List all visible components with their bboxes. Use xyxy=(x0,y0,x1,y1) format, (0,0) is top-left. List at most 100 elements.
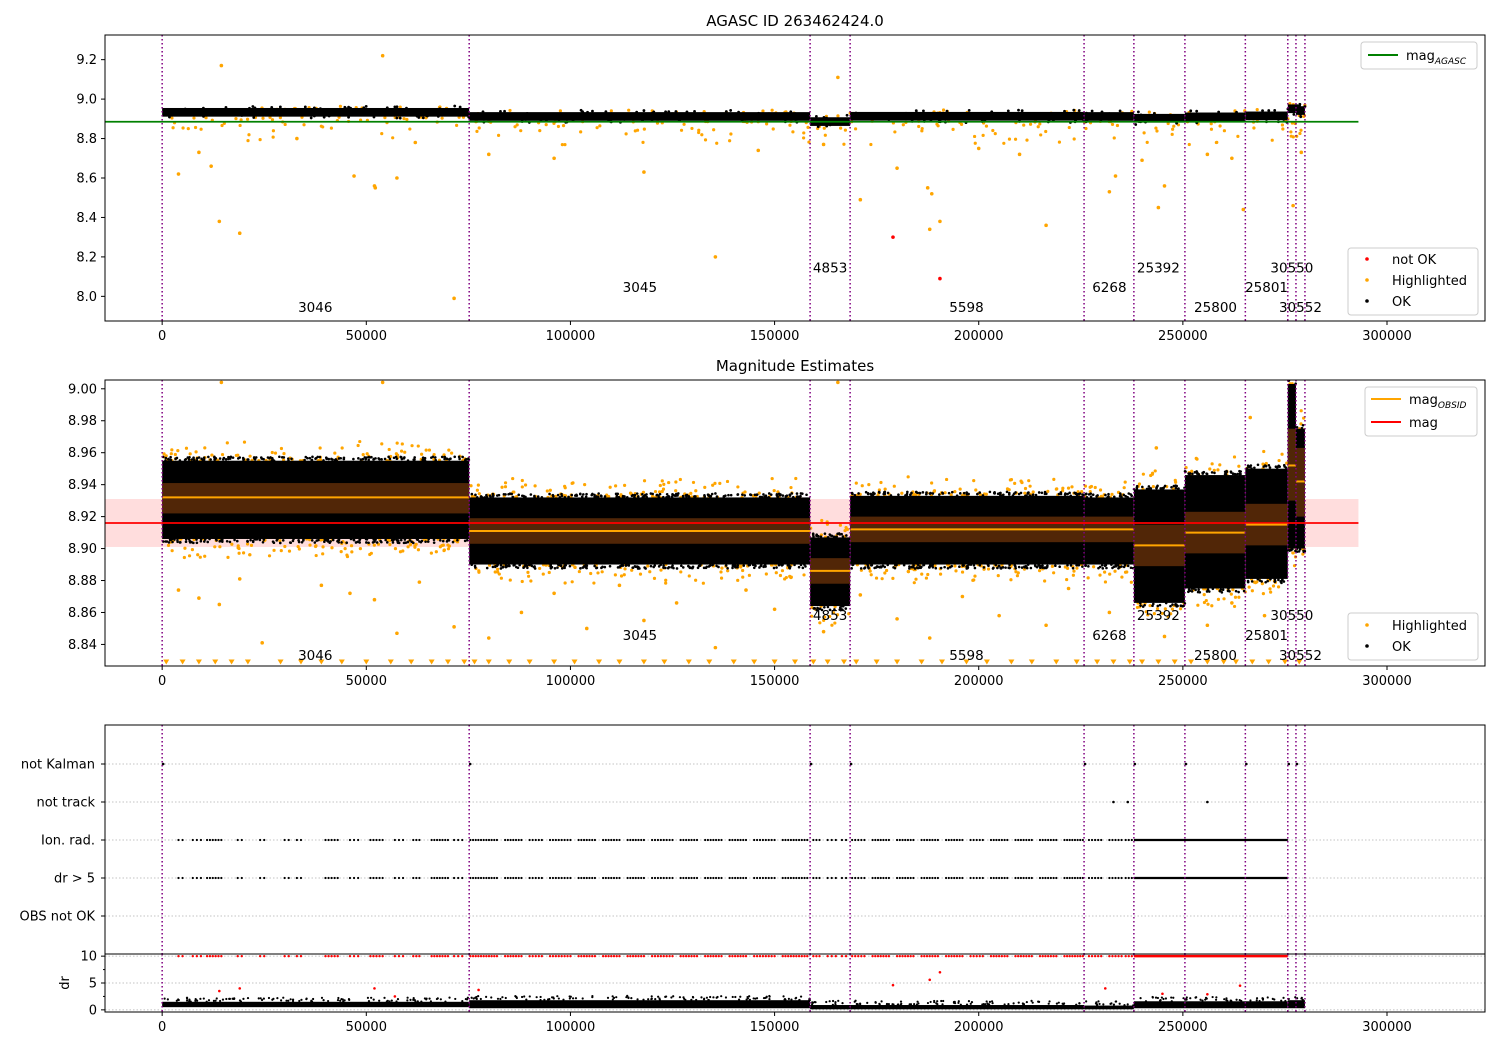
ok-point xyxy=(677,492,680,495)
ok-point xyxy=(502,493,506,496)
ok-point xyxy=(801,566,805,570)
ok-point xyxy=(399,538,403,542)
ok-point xyxy=(380,458,383,461)
ok-point xyxy=(797,565,801,569)
ok-point xyxy=(352,457,355,461)
dr-gt-5-point xyxy=(397,876,401,880)
ion-rad-point xyxy=(761,838,765,842)
highlighted-point xyxy=(764,572,768,576)
dr-point xyxy=(642,998,645,1001)
ok-point xyxy=(978,563,982,567)
dr-capped-point xyxy=(485,954,488,958)
dr-gt-5-point xyxy=(1130,876,1133,880)
dr-point xyxy=(395,1000,398,1003)
highlighted-point xyxy=(791,130,795,134)
ok-point xyxy=(835,535,838,538)
ok-point xyxy=(826,605,830,609)
highlighted-point xyxy=(891,576,895,580)
ok-point xyxy=(203,540,206,543)
highlighted-point xyxy=(1215,140,1219,144)
dr-point xyxy=(672,995,675,998)
ion-rad-point xyxy=(1087,838,1091,842)
ok-point xyxy=(491,492,495,496)
ok-point xyxy=(1043,566,1047,569)
ok-point xyxy=(922,563,926,567)
highlighted-point xyxy=(718,481,722,485)
ok-point xyxy=(697,564,701,568)
highlighted-point xyxy=(226,555,230,559)
below-range-marker xyxy=(918,659,925,665)
highlighted-point xyxy=(242,440,247,444)
highlighted-point xyxy=(416,444,420,448)
dr-capped-point xyxy=(742,954,745,958)
ok-point xyxy=(1151,604,1154,607)
ok-point xyxy=(965,567,969,570)
dr-capped-point xyxy=(631,954,635,958)
highlighted-point xyxy=(1288,101,1292,106)
dr-capped-point xyxy=(477,954,480,958)
flag-category-label: not Kalman xyxy=(21,758,95,773)
ok-point xyxy=(603,495,607,498)
dr-point xyxy=(606,996,610,999)
dr-capped-point xyxy=(1108,954,1111,958)
dr-point xyxy=(880,1000,883,1003)
highlighted-point xyxy=(283,122,287,127)
dr-gt-5-point xyxy=(220,876,223,880)
ion-rad-point xyxy=(430,838,433,842)
ok-point xyxy=(308,456,312,460)
highlighted-point xyxy=(642,479,647,483)
dr-capped-point xyxy=(947,954,950,958)
dr-point xyxy=(988,1000,992,1003)
dr-point xyxy=(370,996,373,999)
below-range-marker xyxy=(297,659,304,665)
svg-text:mag: mag xyxy=(1409,416,1438,431)
ok-point xyxy=(1300,426,1304,430)
highlighted-point xyxy=(1301,552,1305,556)
ok-point xyxy=(965,492,969,496)
not-ok-point xyxy=(891,235,895,239)
highlighted-point xyxy=(1150,471,1155,475)
ok-point xyxy=(1217,110,1221,114)
ok-point xyxy=(427,537,430,541)
dr-capped-point xyxy=(895,954,899,958)
highlighted-point xyxy=(247,133,251,137)
dr-point xyxy=(909,1003,913,1006)
dr-gt-5-point xyxy=(477,876,480,880)
ion-rad-point xyxy=(770,838,773,842)
dr-gt-5-point xyxy=(191,876,194,880)
highlighted-outlier xyxy=(642,618,646,623)
dr-capped-point xyxy=(593,954,597,958)
highlighted-point xyxy=(789,485,793,490)
ok-point xyxy=(1038,566,1042,570)
ok-point xyxy=(747,112,751,116)
highlighted-point xyxy=(609,109,613,113)
ok-point xyxy=(1225,470,1229,474)
ok-point xyxy=(1106,496,1109,499)
ion-rad-point xyxy=(191,838,194,842)
ok-point xyxy=(1279,115,1283,118)
ok-point xyxy=(413,456,416,459)
dr-gt-5-point xyxy=(712,876,715,880)
ion-rad-point xyxy=(1038,838,1042,842)
dr-point xyxy=(1154,996,1158,999)
dr-gt-5-point xyxy=(369,876,372,880)
dr-point xyxy=(657,995,660,998)
dr-gt-5-point xyxy=(580,876,583,880)
dr-capped-point xyxy=(444,954,447,958)
dr-capped-point xyxy=(653,954,657,958)
ion-rad-point xyxy=(806,838,809,842)
ok-point xyxy=(405,106,408,110)
ok-point xyxy=(1250,580,1254,583)
ok-point xyxy=(755,114,759,117)
dr-point xyxy=(300,998,303,1001)
ok-point xyxy=(819,535,823,539)
dr-point xyxy=(755,997,759,1000)
ok-point xyxy=(1040,491,1044,495)
highlighted-point xyxy=(926,572,930,577)
highlighted-point xyxy=(1218,124,1222,128)
ok-point xyxy=(278,455,281,459)
dr-capped-point xyxy=(295,954,299,958)
ok-point xyxy=(505,117,509,121)
ok-point xyxy=(1008,563,1011,567)
dr-capped-point xyxy=(487,954,491,958)
